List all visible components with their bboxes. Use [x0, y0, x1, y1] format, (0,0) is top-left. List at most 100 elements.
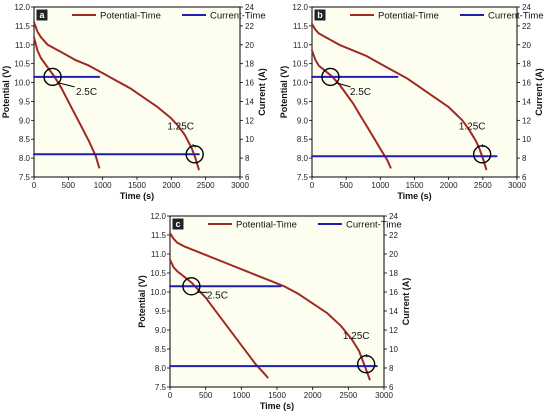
annotation-arrow: [336, 82, 351, 88]
y-tick-label: 7.5: [155, 383, 167, 392]
y2-tick-label: 10: [522, 135, 531, 144]
potential-time-line: [33, 21, 200, 171]
y-axis-label: Potential (V): [1, 66, 11, 119]
y2-tick-label: 12: [389, 326, 398, 335]
y2-tick-label: 24: [245, 3, 254, 12]
y2-tick-label: 6: [522, 173, 527, 182]
y-axis-label: Potential (V): [137, 275, 147, 328]
y2-tick-label: 24: [522, 3, 531, 12]
panel-label-badge: [313, 8, 327, 22]
annotation-label: 2.5C: [350, 87, 371, 98]
x-tick-label: 2500: [197, 181, 215, 190]
y2-tick-label: 14: [522, 97, 531, 106]
annotation-label: 2.5C: [76, 87, 97, 98]
y2-tick-label: 14: [245, 97, 254, 106]
chart-panel-b: 0 500 1000 1500 2000 2500 3000 7.5 8.0 8.5 9.0 9.5 1…: [279, 3, 544, 201]
y2-tick-label: 14: [389, 307, 398, 316]
plot-area: [169, 215, 385, 388]
x-tick-label: 0: [168, 391, 173, 400]
y2-axis-label: Current (A): [257, 68, 267, 116]
y2-axis-label: Current (A): [401, 278, 411, 326]
y-tick-label: 8.0: [297, 154, 309, 163]
x-tick-label: 500: [62, 181, 76, 190]
y2-tick-label: 22: [389, 231, 398, 240]
y-tick-label: 9.0: [297, 116, 309, 125]
annotation-label: 1.25C: [459, 121, 486, 132]
y-tick-label: 10.5: [14, 60, 30, 69]
y-tick-label: 9.5: [297, 97, 309, 106]
y2-tick-label: 6: [245, 173, 250, 182]
potential-time-line: [311, 49, 392, 169]
y-tick-label: 12.0: [14, 3, 30, 12]
y2-tick-label: 22: [245, 22, 254, 31]
annotation-arrow: [481, 144, 484, 148]
y-tick-label: 7.5: [297, 173, 309, 182]
y2-tick-label: 18: [245, 60, 254, 69]
y-tick-label: 10.0: [292, 79, 308, 88]
y2-tick-label: 16: [245, 79, 254, 88]
y-tick-label: 10.5: [292, 60, 308, 69]
potential-time-line: [169, 232, 371, 381]
y2-tick-label: 24: [389, 212, 398, 221]
panel-label-badge: [171, 217, 185, 231]
potential-time-line: [169, 258, 269, 379]
plot-area: [311, 6, 518, 178]
y2-tick-label: 8: [522, 154, 527, 163]
annotation-label: 1.25C: [167, 121, 194, 132]
y-tick-label: 11.5: [15, 22, 31, 31]
y2-tick-label: 8: [389, 364, 394, 373]
x-tick-label: 2500: [474, 181, 492, 190]
y-tick-label: 9.0: [19, 116, 31, 125]
y2-tick-label: 20: [389, 250, 398, 259]
annotation-arrow: [58, 82, 75, 88]
y2-tick-label: 6: [389, 383, 394, 392]
y-axis-label: Potential (V): [279, 66, 289, 119]
x-tick-label: 1500: [268, 391, 286, 400]
y-tick-label: 9.0: [155, 326, 167, 335]
panel-label-badge: [35, 8, 49, 22]
annotation-arrow: [192, 143, 197, 148]
y-tick-label: 9.5: [19, 97, 31, 106]
x-axis-label: Time (s): [120, 191, 154, 201]
y2-tick-label: 16: [389, 288, 398, 297]
y2-tick-label: 18: [522, 60, 531, 69]
annotation-label: 1.25C: [343, 331, 370, 342]
y-tick-label: 8.0: [155, 364, 167, 373]
chart-panel-a: 0 500 1000 1500 2000 2500 3000 7.5 8.0 8.5 9.0 9.5 1…: [1, 3, 267, 201]
y2-tick-label: 20: [522, 41, 531, 50]
x-axis-label: Time (s): [397, 191, 431, 201]
x-tick-label: 1000: [94, 181, 112, 190]
x-tick-label: 0: [310, 181, 315, 190]
x-tick-label: 1500: [128, 181, 146, 190]
y2-tick-label: 12: [245, 116, 254, 125]
legend-label-current: Current-Time: [346, 220, 402, 231]
annotation-arrow: [365, 354, 368, 358]
y2-tick-label: 22: [522, 22, 531, 31]
legend-label-potential: Potential-Time: [378, 11, 439, 22]
y-tick-label: 8.5: [297, 135, 309, 144]
y-tick-label: 11.0: [293, 41, 309, 50]
x-tick-label: 500: [199, 391, 213, 400]
annotation-circle: [182, 277, 201, 296]
x-tick-label: 500: [339, 181, 353, 190]
y-tick-label: 12.0: [150, 212, 166, 221]
x-tick-label: 3000: [508, 181, 526, 190]
y-tick-label: 10.5: [150, 269, 166, 278]
y2-tick-label: 10: [245, 135, 254, 144]
x-tick-label: 2000: [162, 181, 180, 190]
y2-tick-label: 8: [245, 154, 250, 163]
x-tick-label: 2500: [339, 391, 357, 400]
legend-label-current: Current-Time: [210, 11, 266, 22]
y-tick-label: 9.5: [155, 307, 167, 316]
x-tick-label: 0: [32, 181, 37, 190]
x-tick-label: 3000: [231, 181, 249, 190]
y2-tick-label: 18: [389, 269, 398, 278]
potential-time-line: [311, 23, 488, 171]
annotation-circle: [43, 67, 62, 87]
y2-tick-label: 10: [389, 345, 398, 354]
y2-tick-label: 12: [522, 116, 531, 125]
x-tick-label: 2000: [304, 391, 322, 400]
potential-time-line: [33, 36, 101, 169]
x-axis-label: Time (s): [260, 401, 294, 411]
